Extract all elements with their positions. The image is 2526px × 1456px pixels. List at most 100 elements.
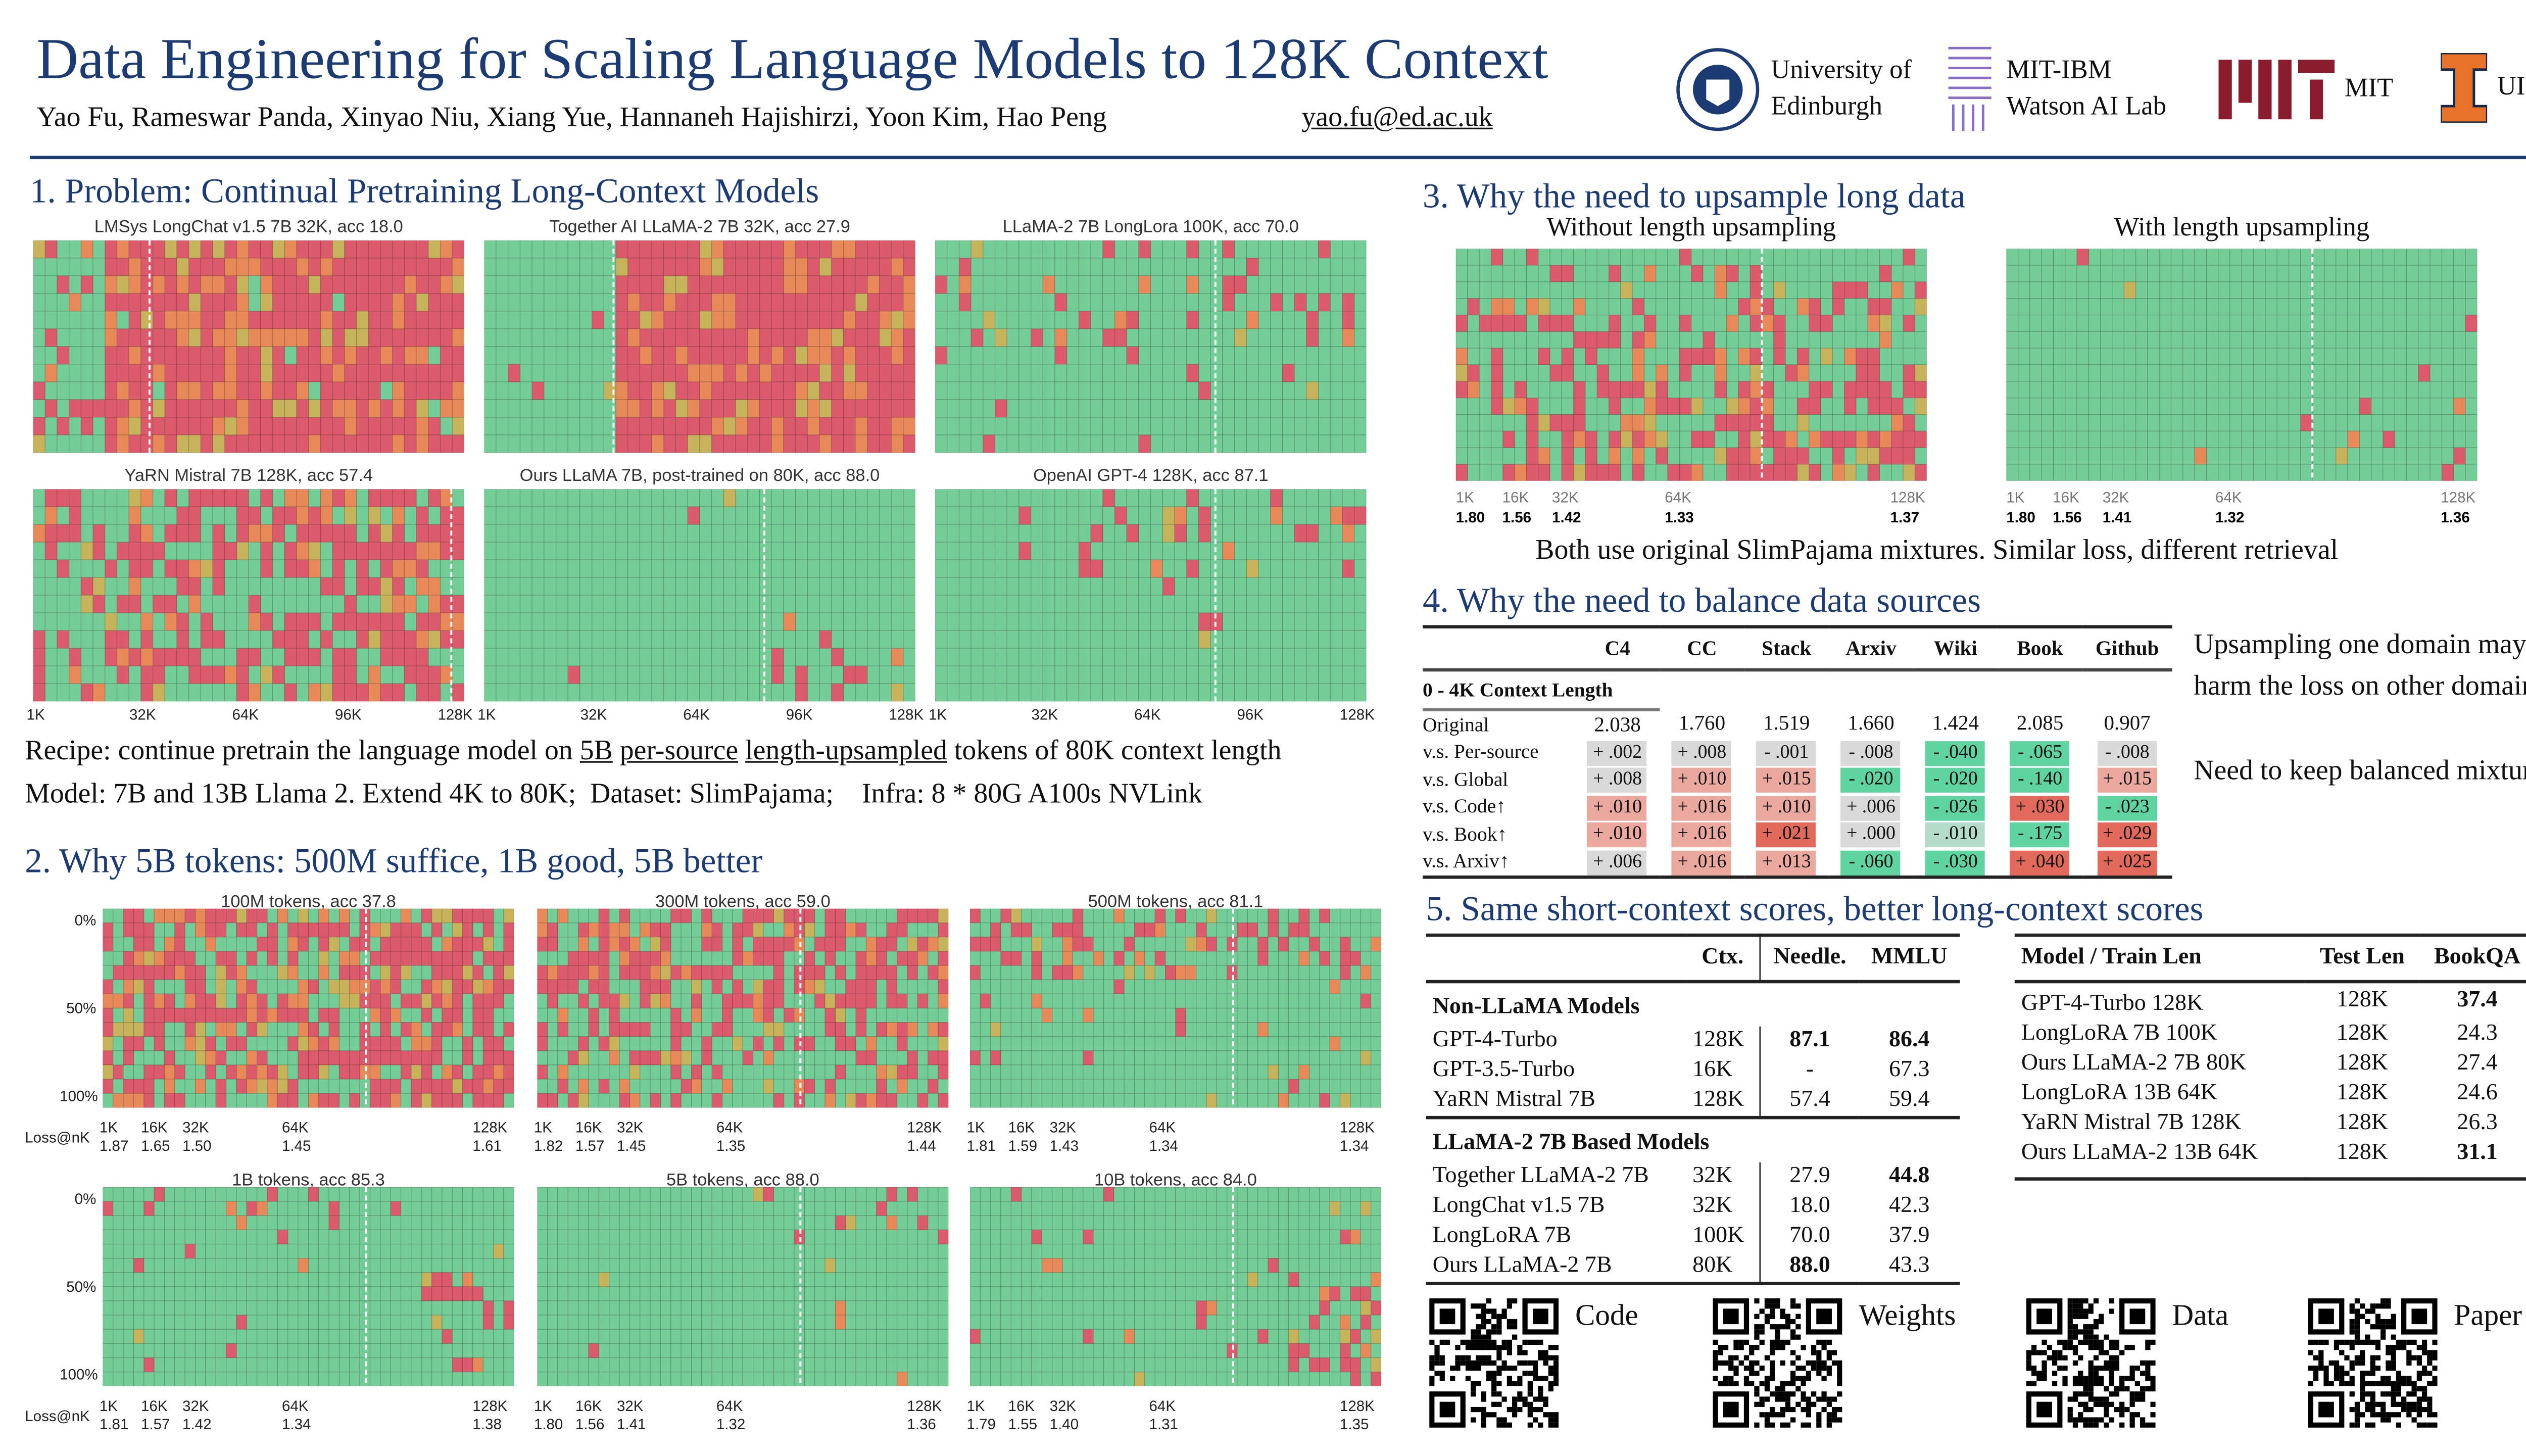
loss-value: 1.57 <box>141 1416 170 1433</box>
heatmap-cell <box>676 666 688 684</box>
heatmap-cell <box>504 1315 514 1329</box>
heatmap-cell <box>856 1008 866 1023</box>
heatmap-cell <box>391 1301 401 1315</box>
heatmap-cell <box>117 258 129 276</box>
heatmap-cell <box>1342 400 1354 417</box>
heatmap-cell <box>1319 684 1331 701</box>
heatmap-cell <box>1371 937 1381 951</box>
heatmap-cell <box>771 595 784 613</box>
heatmap-cell <box>404 382 416 400</box>
heatmap-cell <box>843 577 855 595</box>
heatmap-cell <box>1062 1008 1073 1023</box>
heatmap-cell <box>1151 560 1163 577</box>
heatmap-cell <box>819 666 832 684</box>
heatmap-cell <box>277 1037 287 1051</box>
heatmap-cell <box>1104 994 1114 1008</box>
heatmap-cell <box>1283 648 1295 666</box>
author-email-link[interactable]: yao.fu@ed.ac.uk <box>1301 101 1492 134</box>
heatmap-cell <box>1091 347 1103 364</box>
heatmap-cell <box>1306 666 1319 684</box>
heatmap-cell <box>819 560 832 577</box>
heatmap-cell <box>1196 1037 1206 1051</box>
heatmap-cell <box>1247 1023 1257 1037</box>
heatmap-cell <box>57 630 69 648</box>
heatmap-cell <box>261 329 273 347</box>
heatmap-cell <box>273 311 285 329</box>
heatmap-cell <box>628 258 640 276</box>
heatmap-cell <box>903 364 915 382</box>
heatmap-cell <box>897 1079 907 1093</box>
heatmap-cell <box>712 1037 722 1051</box>
heatmap-cell <box>771 258 784 276</box>
heatmap-cell <box>1135 994 1145 1008</box>
heatmap-cell <box>154 1023 164 1037</box>
heatmap-cell <box>723 666 736 684</box>
heatmap-cell <box>580 613 592 630</box>
heatmap-cell <box>267 923 277 937</box>
heatmap-cell <box>1052 1008 1062 1023</box>
heatmap-cell <box>404 489 416 507</box>
heatmap-cell <box>93 258 105 276</box>
x-tick-label: 32K <box>182 1119 209 1136</box>
recipe-part: tokens of 80K context length <box>947 735 1282 766</box>
heatmap-cell <box>216 1258 226 1273</box>
heatmap-cell <box>284 382 297 400</box>
heatmap-cell <box>1247 909 1257 923</box>
heatmap-cell <box>165 1287 175 1301</box>
heatmap-cell <box>1073 1008 1083 1023</box>
heatmap-cell <box>995 666 1007 684</box>
heatmap-cell <box>1103 276 1115 294</box>
heatmap-cell <box>113 1216 123 1230</box>
heatmap-cell <box>1019 595 1031 613</box>
heatmap-cell <box>692 1037 702 1051</box>
heatmap-cell <box>165 1230 175 1244</box>
heatmap-cell <box>165 417 177 435</box>
heatmap-cell <box>284 507 297 524</box>
heatmap-cell <box>185 923 195 937</box>
heatmap-cell <box>421 1093 431 1107</box>
heatmap-cell <box>1022 965 1032 980</box>
heatmap-cell <box>134 1329 144 1343</box>
heatmap-cell <box>213 400 225 417</box>
heatmap-cell <box>619 994 629 1008</box>
heatmap-cell <box>1103 595 1115 613</box>
heatmap-cell <box>404 577 416 595</box>
heatmap-cell <box>81 507 93 524</box>
logo-line: MIT-IBM <box>2006 57 2111 85</box>
heatmap-cell <box>763 980 773 994</box>
heatmap-cell <box>154 1216 164 1230</box>
heatmap-cell <box>1083 937 1093 951</box>
heatmap-cell <box>664 382 676 400</box>
heatmap-cell <box>652 542 664 560</box>
heatmap-cell <box>1042 965 1052 980</box>
heatmap-cell <box>380 1201 391 1216</box>
heatmap-cell <box>247 1008 257 1023</box>
heatmap-cell <box>760 258 772 276</box>
heatmap-cell <box>284 311 297 329</box>
heatmap-cell <box>401 1301 411 1315</box>
heatmap-cell <box>1271 507 1283 524</box>
heatmap-cell <box>630 1079 640 1093</box>
heatmap-cell <box>843 294 855 311</box>
heatmap-cell <box>33 560 45 577</box>
heatmap-cell <box>360 1093 370 1107</box>
heatmap-cell <box>1001 951 1011 965</box>
heatmap-cell <box>796 240 808 258</box>
heatmap-cell <box>129 400 141 417</box>
heatmap-cell <box>599 980 609 994</box>
mit-ibm-logo-icon <box>1948 45 1991 131</box>
heatmap-cell <box>1271 577 1283 595</box>
heatmap-cell <box>832 294 844 311</box>
heatmap-cell <box>496 560 508 577</box>
heatmap-cell <box>1022 1023 1032 1037</box>
heatmap-cell <box>743 951 753 965</box>
heatmap-cell <box>154 1372 164 1386</box>
heatmap-cell <box>463 1273 473 1287</box>
heatmap-cell <box>165 1079 175 1093</box>
heatmap-cell <box>236 1023 247 1037</box>
heatmap-cell <box>357 294 369 311</box>
heatmap-cell <box>700 294 712 311</box>
heatmap-cell <box>1235 577 1247 595</box>
heatmap-cell <box>568 329 580 347</box>
heatmap-cell <box>748 542 760 560</box>
